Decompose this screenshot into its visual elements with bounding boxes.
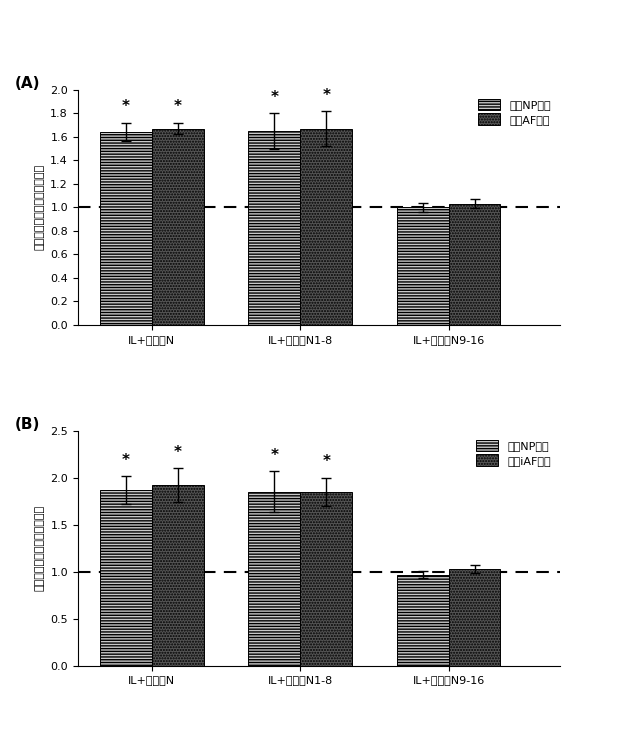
Bar — [300, 491, 352, 666]
Text: *: * — [174, 99, 182, 114]
Bar — [397, 207, 448, 325]
Text: *: * — [271, 90, 278, 105]
Bar — [100, 490, 152, 666]
Legend: ヒトNP細胞, ヒトiAF細胞: ヒトNP細胞, ヒトiAF細胞 — [473, 436, 554, 469]
Text: *: * — [122, 99, 130, 114]
Bar — [448, 203, 501, 325]
Text: (A): (A) — [15, 76, 40, 91]
Bar — [152, 485, 204, 666]
Text: (B): (B) — [15, 417, 40, 432]
Legend: ウシNP細胞, ウシAF細胞: ウシNP細胞, ウシAF細胞 — [475, 95, 554, 128]
Text: *: * — [322, 88, 330, 102]
Bar — [300, 129, 352, 325]
Bar — [397, 574, 448, 666]
Bar — [152, 129, 204, 325]
Y-axis label: 正規化プロテオグリカン合成: 正規化プロテオグリカン合成 — [35, 165, 45, 251]
Y-axis label: 正規化プロテオグリカン合成: 正規化プロテオグリカン合成 — [35, 505, 45, 591]
Text: *: * — [271, 448, 278, 463]
Bar — [448, 569, 501, 666]
Text: *: * — [122, 453, 130, 468]
Bar — [100, 132, 152, 325]
Bar — [248, 131, 300, 325]
Text: *: * — [174, 445, 182, 460]
Bar — [248, 491, 300, 666]
Text: *: * — [322, 455, 330, 470]
